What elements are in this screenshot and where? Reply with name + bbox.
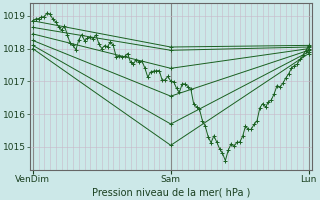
X-axis label: Pression niveau de la mer( hPa ): Pression niveau de la mer( hPa ) — [92, 187, 250, 197]
